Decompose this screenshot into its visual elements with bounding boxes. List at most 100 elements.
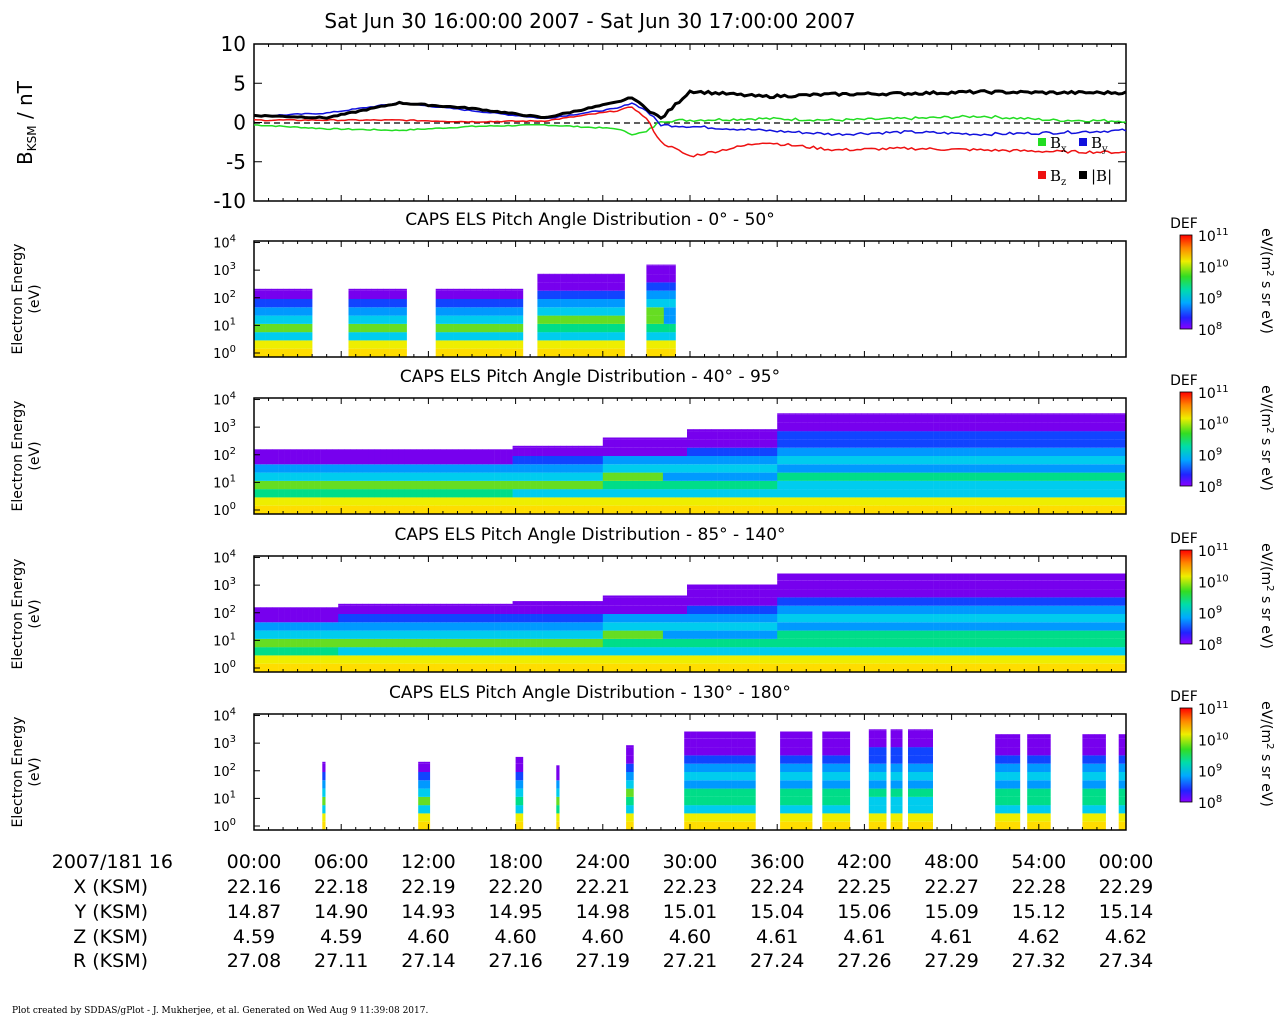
spectrogram-cell [493, 315, 500, 324]
spectrogram-cell [416, 464, 423, 473]
spectrogram-cell [308, 464, 315, 473]
spectrogram-cell [584, 663, 592, 672]
spectrogram-cell [909, 497, 916, 506]
spectrogram-cell [743, 780, 750, 789]
spectrogram-cell [482, 299, 489, 308]
spectrogram-cell [1041, 622, 1049, 631]
spectrogram-cell [578, 332, 585, 341]
spectrogram-cell [837, 605, 844, 614]
colorbar-tick-label: 109 [1198, 605, 1222, 623]
spectrogram-cell [350, 614, 357, 623]
spectrogram-cell [1005, 605, 1012, 614]
spectrogram-cell [987, 447, 994, 456]
spectrogram-cell [1108, 589, 1115, 598]
spectrogram-cell [909, 580, 916, 590]
spectrogram-cell [638, 489, 646, 498]
spectrogram-cell [566, 323, 573, 333]
spectrogram-cell [1077, 505, 1085, 514]
spectrogram-cell [620, 480, 628, 490]
spectrogram-cell [1120, 464, 1127, 473]
spectrogram-cell [833, 821, 840, 830]
spectrogram-cell [362, 614, 369, 623]
spectrogram-cell [583, 282, 590, 291]
spectrogram-cell [404, 472, 411, 481]
spectrogram-cell [933, 431, 940, 440]
spectrogram-cell [314, 614, 321, 623]
spectrogram-cell [993, 480, 1000, 490]
spectrogram-cell [434, 647, 441, 656]
spectrogram-cell [822, 755, 829, 764]
spectrogram-cell [1059, 580, 1067, 590]
ephemeris-cell: 00:00 [1099, 851, 1154, 873]
spectrogram-cell [969, 497, 976, 506]
spectrogram-cell [1088, 772, 1095, 781]
spectrogram-cell [524, 638, 531, 648]
spectrogram-cell [903, 480, 910, 490]
spectrogram-cell [771, 472, 778, 481]
spectrogram-cell [771, 605, 778, 614]
spectrogram-cell [500, 449, 507, 456]
spectrogram-cell [777, 630, 784, 639]
spectrogram-cell [719, 731, 726, 739]
spectrogram-cell [452, 630, 459, 639]
spectrogram-cell [1108, 447, 1115, 456]
spectrogram-cell [1053, 422, 1061, 432]
spectrogram-cell [951, 597, 958, 606]
spectrogram-cell [1065, 480, 1073, 490]
spectrogram-cell [607, 307, 614, 316]
spectrogram-cell [549, 282, 556, 291]
spectrogram-y-tick-label: 102 [213, 446, 236, 464]
spectrogram-cell [963, 447, 970, 456]
spectrogram-cell [360, 290, 367, 299]
spectrogram-cell [873, 464, 880, 473]
spectrogram-cell [470, 603, 477, 606]
spectrogram-cell [656, 638, 664, 648]
spectrogram-cell [933, 589, 940, 598]
spectrogram-cell [620, 614, 628, 623]
spectrogram-cell [278, 472, 285, 481]
spectrogram-cell [512, 480, 519, 490]
spectrogram-cell [332, 655, 339, 664]
spectrogram-cell [482, 622, 489, 631]
spectrogram-cell [416, 449, 423, 456]
spectrogram-cell [482, 603, 489, 606]
spectrogram-cell [447, 307, 454, 316]
spectrogram-cell [669, 456, 676, 465]
spectrogram-cell [1029, 422, 1037, 432]
spectrogram-cell [717, 605, 724, 614]
ephemeris-cell: 24:00 [575, 851, 630, 873]
spectrogram-cell [458, 638, 465, 648]
spectrogram-cell [302, 456, 309, 465]
spectrogram-cell [729, 447, 736, 456]
spectrogram-cell [646, 332, 653, 341]
spectrogram-cell [833, 788, 840, 797]
spectrogram-cell [681, 489, 688, 498]
spectrogram-cell [777, 663, 784, 672]
spectrogram-cell [1023, 614, 1031, 623]
spectrogram-cell [300, 307, 307, 316]
spectrogram-cell [400, 323, 407, 333]
spectrogram-cell [350, 622, 357, 631]
spectrogram-cell [1089, 597, 1097, 606]
spectrogram-cell [638, 622, 646, 631]
spectrogram-cell [813, 663, 820, 672]
spectrogram-cell [999, 647, 1006, 656]
spectrogram-cell [1011, 489, 1018, 498]
spectrogram-cell [410, 647, 417, 656]
spectrogram-cell [511, 288, 518, 291]
spectrogram-cell [891, 638, 898, 648]
spectrogram-cell [837, 414, 844, 423]
spectrogram-cell [482, 348, 489, 357]
spectrogram-cell [890, 805, 897, 814]
spectrogram-cell [713, 731, 721, 739]
spectrogram-cell [1023, 605, 1031, 614]
spectrogram-cell [410, 449, 417, 456]
spectrogram-cell [885, 431, 892, 440]
spectrogram-cell [927, 638, 934, 648]
spectrogram-cell [596, 497, 604, 506]
spectrogram-cell [470, 288, 477, 291]
spectrogram-cell [729, 647, 736, 656]
spectrogram-cell [1047, 431, 1055, 440]
spectrogram-cell [424, 772, 431, 781]
spectrogram-cell [260, 489, 267, 498]
